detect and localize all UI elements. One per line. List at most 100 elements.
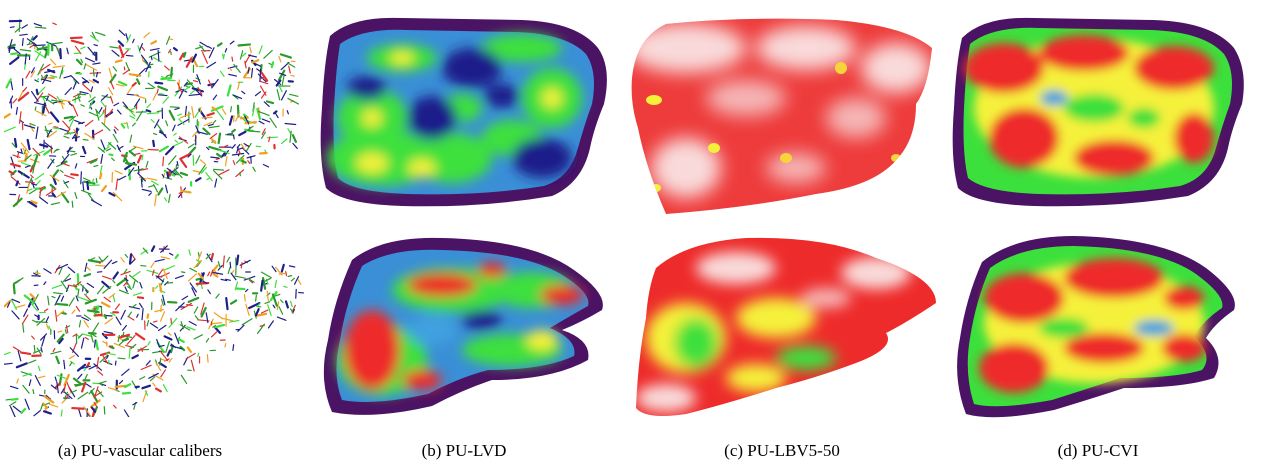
vessel-segment (180, 321, 185, 330)
vessel-segment (210, 138, 217, 144)
vessel-segment (186, 304, 193, 307)
vessel-segment (112, 191, 123, 202)
vessel-segment (101, 280, 111, 290)
vessel-segment (118, 380, 124, 385)
vessel-segment (103, 116, 106, 126)
vessel-segment (77, 333, 83, 339)
vessel-segment (206, 253, 213, 263)
vessel-segment (148, 372, 159, 379)
vessel-segment (136, 154, 143, 164)
vessel-segment (75, 305, 81, 312)
vessel-segment (30, 70, 36, 78)
vessel-segment (153, 184, 159, 193)
vessel-segment (165, 120, 169, 127)
vessel-segment (288, 265, 296, 268)
vessel-segment (256, 302, 261, 307)
vessel-segment (46, 128, 52, 138)
vessel-segment (262, 163, 270, 168)
lvd-heatmap-top (320, 17, 607, 207)
vessel-segment (107, 142, 117, 150)
vessel-segment (141, 56, 144, 63)
vessel-segment (53, 126, 59, 129)
vessel-segment (198, 164, 206, 175)
vessel-segment (224, 343, 227, 348)
vessel-segment (206, 177, 211, 181)
vessel-segment (122, 324, 127, 331)
vessel-segment (118, 29, 126, 37)
vessel-segment (37, 375, 46, 379)
vessel-segment (60, 153, 70, 165)
vessel-segment (11, 298, 21, 304)
vessel-segment (114, 384, 128, 388)
vessel-segment (84, 132, 95, 140)
vessel-segment (194, 315, 199, 320)
vessel-segment (213, 312, 224, 320)
vessel-segment (26, 138, 31, 151)
vessel-segment (133, 292, 143, 296)
vessel-segment (88, 96, 96, 103)
vessel-segment (212, 169, 223, 180)
vessel-segment (118, 289, 129, 295)
vessel-segment (292, 142, 298, 150)
vessel-segment (35, 110, 47, 117)
vessel-segment (260, 279, 264, 292)
vessel-segment (50, 41, 63, 45)
vessel-segment (260, 76, 266, 80)
vessel-segment (127, 311, 132, 318)
vessel-segment (221, 144, 229, 149)
vessel-segment (231, 152, 245, 156)
vessel-segment (180, 271, 186, 274)
vessel-segment (187, 296, 200, 303)
vessel-segment (212, 264, 219, 273)
vessel-segment (258, 120, 265, 125)
vessel-segment (72, 333, 78, 337)
vessel-segment (241, 52, 247, 57)
vessel-segment (25, 70, 31, 79)
vessel-segment (197, 87, 203, 96)
vessel-segment (107, 387, 118, 391)
vessel-segment (244, 54, 251, 65)
vessel-segment (92, 69, 95, 77)
vessel-segment (152, 92, 157, 101)
vessel-segment (154, 258, 165, 263)
vessel-segment (138, 302, 143, 308)
vessel-segment (206, 61, 217, 69)
vessel-segment (140, 178, 143, 188)
vessel-segment (226, 84, 232, 97)
vessel-segment (88, 331, 97, 335)
vessel-segment (64, 329, 67, 335)
vessel-segment (134, 332, 146, 341)
vessel-segment (285, 271, 288, 277)
vessel-segment (106, 355, 109, 359)
vessel-segment (53, 148, 58, 153)
vessel-segment (4, 299, 12, 308)
vessel-segment (9, 56, 20, 65)
vessel-segment (211, 106, 218, 112)
vessel-segment (102, 285, 112, 294)
vessel-segment (125, 33, 129, 42)
vessel-segment (245, 303, 250, 316)
vessel-segment (12, 197, 23, 208)
vessel-segment (34, 172, 45, 181)
vessel-segment (252, 166, 256, 172)
vessel-segment (289, 130, 292, 143)
vessel-segment (47, 158, 55, 169)
vessel-segment (157, 85, 169, 92)
vessel-segment (183, 85, 191, 92)
vessel-segment (129, 134, 133, 143)
vessel-segment (173, 141, 184, 147)
vessel-segment (70, 74, 80, 85)
vessel-segment (86, 309, 100, 314)
vessel-segment (35, 126, 39, 140)
vessel-segment (243, 294, 246, 302)
vessel-segment (81, 77, 90, 84)
vessel-segment (20, 142, 30, 153)
vessel-segment (76, 272, 80, 286)
vessel-segment (43, 308, 49, 312)
vessel-segment (24, 165, 31, 168)
vessel-segment (214, 326, 222, 334)
vessel-segment (96, 285, 105, 295)
vessel-segment (174, 332, 180, 345)
vessel-segment (199, 107, 202, 113)
vessel-segment (209, 133, 218, 140)
